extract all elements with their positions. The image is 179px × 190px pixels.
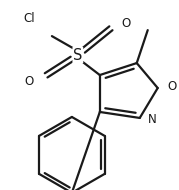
Text: N: N: [148, 113, 156, 127]
Text: O: O: [122, 17, 131, 30]
Text: S: S: [73, 48, 83, 63]
Text: O: O: [25, 74, 34, 88]
Text: O: O: [168, 80, 177, 93]
Text: Cl: Cl: [23, 12, 35, 25]
